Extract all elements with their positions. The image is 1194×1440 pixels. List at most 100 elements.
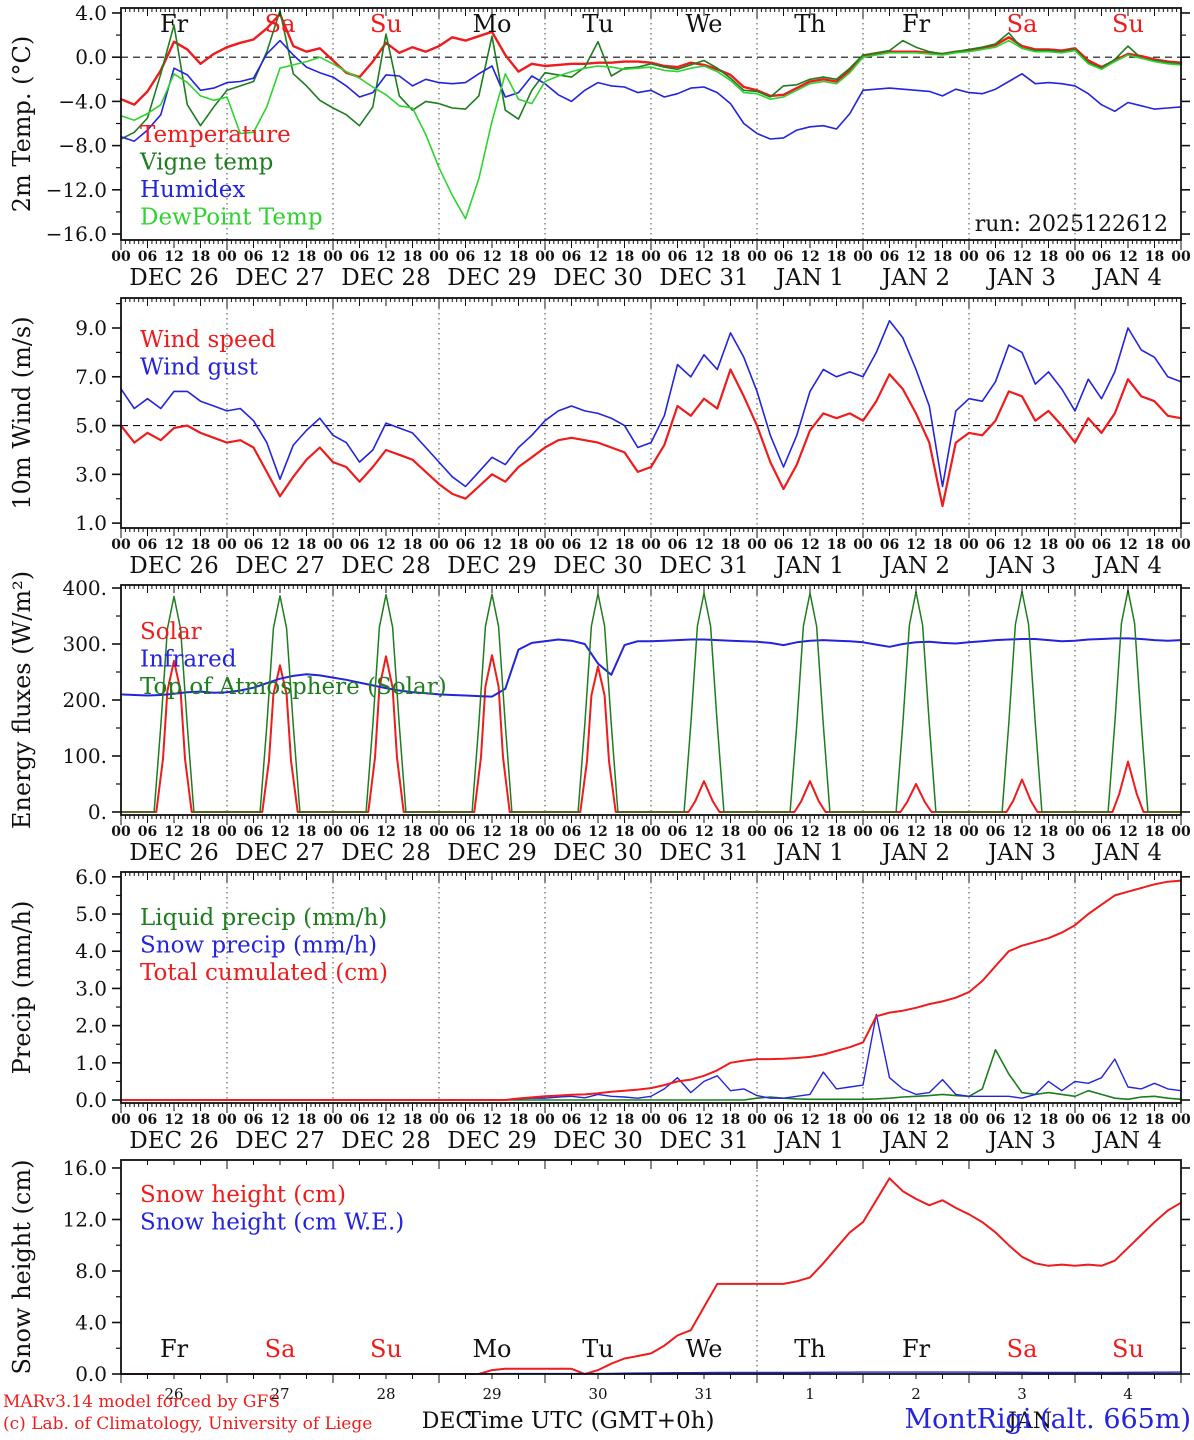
hour-tick-label: 00 xyxy=(959,1112,979,1128)
day-date-label: DEC 27 xyxy=(235,840,324,866)
y-tick-label: 300. xyxy=(62,632,107,656)
weekday-label: Fr xyxy=(902,10,931,38)
hour-tick-label: 12 xyxy=(800,537,819,553)
legend-top-of-atmosphere-solar: Top of Atmosphere (Solar) xyxy=(140,674,447,700)
series-infrared xyxy=(120,637,1182,698)
hour-tick-label: 06 xyxy=(456,537,475,553)
hour-tick-label: 12 xyxy=(1012,824,1031,840)
hour-tick-label: 18 xyxy=(191,1112,210,1128)
hour-tick-label: 06 xyxy=(668,537,687,553)
series-wind-gust xyxy=(120,319,1182,488)
hour-tick-label: 00 xyxy=(641,537,661,553)
y-tick-label: 5.0 xyxy=(75,414,107,438)
hour-tick-label: 18 xyxy=(509,537,528,553)
hour-tick-label: 18 xyxy=(297,824,316,840)
panel-precipitation: 6.0 5.0 4.0 3.0 2.0 1.0 0.0 Precip (mm/h) 00 06 12… xyxy=(8,865,1191,1154)
panel-energy-fluxes: 400. 300. 200. 100. 0. Energy fluxes (W/m²) 00… xyxy=(8,571,1191,866)
hour-tick-label: 06 xyxy=(138,537,157,553)
hour-tick-label: 06 xyxy=(1092,249,1111,265)
legend-total-cumulated-cm: Total cumulated (cm) xyxy=(140,960,388,986)
hour-tick-label: 00 xyxy=(429,824,449,840)
hour-tick-label: 18 xyxy=(297,249,316,265)
hour-tick-label: 18 xyxy=(509,1112,528,1128)
panel-temperature-2m: 4.0 0.0 −4.0 −8.0 −12.0 −16.0 2m Temp. (°C) 00 0… xyxy=(8,1,1191,291)
hour-tick-label: 06 xyxy=(138,1112,157,1128)
hour-tick-label: 18 xyxy=(297,537,316,553)
hour-tick-label: 12 xyxy=(694,537,713,553)
hour-tick-label: 00 xyxy=(217,1112,237,1128)
hour-tick-label: 18 xyxy=(509,824,528,840)
hour-tick-label: 12 xyxy=(906,824,925,840)
hour-tick-label: 12 xyxy=(482,537,501,553)
hour-tick-label: 12 xyxy=(800,249,819,265)
hour-tick-label: 06 xyxy=(668,1112,687,1128)
weekday-label: We xyxy=(686,10,723,38)
weekday-label: Su xyxy=(1112,10,1144,38)
legend-dewpoint-temp: DewPoint Temp xyxy=(140,205,323,231)
y-tick-label: 1.0 xyxy=(75,1051,107,1075)
day-date-label: DEC 27 xyxy=(235,265,324,291)
hour-tick-label: 18 xyxy=(827,537,846,553)
hour-tick-label: 12 xyxy=(482,824,501,840)
day-date-label: DEC 27 xyxy=(235,553,324,579)
hour-tick-label: 06 xyxy=(774,249,793,265)
legend-vigne-temp: Vigne temp xyxy=(139,150,273,176)
day-date-label: JAN 3 xyxy=(986,265,1056,291)
legend-snow-precip-mm-h: Snow precip (mm/h) xyxy=(140,933,377,959)
hour-tick-label: 18 xyxy=(403,537,422,553)
hour-tick-label: 00 xyxy=(111,1112,131,1128)
y-tick-label: −4.0 xyxy=(58,89,107,113)
hour-tick-label: 12 xyxy=(906,1112,925,1128)
day-date-label: JAN 1 xyxy=(774,265,844,291)
hour-tick-label: 00 xyxy=(1171,1112,1191,1128)
day-date-label: JAN 2 xyxy=(880,553,950,579)
hour-tick-label: 18 xyxy=(1145,249,1164,265)
hour-tick-label: 12 xyxy=(906,249,925,265)
hour-tick-label: 18 xyxy=(1039,537,1058,553)
hour-tick-label: 18 xyxy=(615,1112,634,1128)
hour-tick-label: 06 xyxy=(138,824,157,840)
hour-tick-label: 12 xyxy=(164,824,183,840)
time-axis-label: Time UTC (GMT+0h) xyxy=(465,1408,715,1434)
hour-tick-label: 00 xyxy=(853,1112,873,1128)
hour-tick-label: 00 xyxy=(535,249,555,265)
hour-tick-label: 18 xyxy=(721,537,740,553)
hour-tick-label: 12 xyxy=(376,537,395,553)
day-date-label: DEC 28 xyxy=(341,265,430,291)
day-number-label: 4 xyxy=(1123,1385,1133,1403)
hour-tick-label: 12 xyxy=(694,824,713,840)
y-tick-label: −12.0 xyxy=(46,178,107,202)
y-tick-label: 7.0 xyxy=(75,365,107,389)
hour-tick-label: 06 xyxy=(456,249,475,265)
hour-tick-label: 00 xyxy=(853,824,873,840)
panel-snow-height: 16.0 12.0 8.0 4.0 0.0 Snow height (cm) 26 27 28 2… xyxy=(8,1156,1190,1403)
station-label: MontRigi (alt. 665m) xyxy=(904,1404,1191,1435)
day-date-label: JAN 4 xyxy=(1092,840,1162,866)
hour-tick-label: 18 xyxy=(297,1112,316,1128)
y-tick-label: 100. xyxy=(62,744,107,768)
hour-tick-label: 12 xyxy=(1118,824,1137,840)
hour-tick-label: 06 xyxy=(350,537,369,553)
hour-tick-label: 00 xyxy=(641,824,661,840)
hour-tick-label: 00 xyxy=(959,249,979,265)
hour-tick-label: 12 xyxy=(1118,537,1137,553)
month-label-jan: JAN xyxy=(1008,1409,1052,1434)
hour-tick-label: 06 xyxy=(986,1112,1005,1128)
day-number-label: 3 xyxy=(1017,1385,1027,1403)
weekday-label: Sa xyxy=(1007,10,1038,38)
hour-tick-label: 06 xyxy=(986,537,1005,553)
legend-humidex: Humidex xyxy=(140,177,245,203)
hour-tick-label: 12 xyxy=(1118,249,1137,265)
hour-tick-label: 06 xyxy=(1092,824,1111,840)
hour-tick-label: 06 xyxy=(668,824,687,840)
hour-tick-label: 18 xyxy=(1039,824,1058,840)
series-temperature xyxy=(119,12,1183,106)
hour-tick-label: 18 xyxy=(933,537,952,553)
day-date-label: JAN 1 xyxy=(774,1128,844,1154)
hour-tick-label: 12 xyxy=(588,537,607,553)
day-date-label: DEC 30 xyxy=(553,553,642,579)
panel-wind-10m: 9.0 7.0 5.0 3.0 1.0 10m Wind (m/s) 00 06 12 18 00 0… xyxy=(8,297,1191,579)
day-date-label: DEC 31 xyxy=(659,265,748,291)
series-wind-speed xyxy=(119,368,1183,508)
